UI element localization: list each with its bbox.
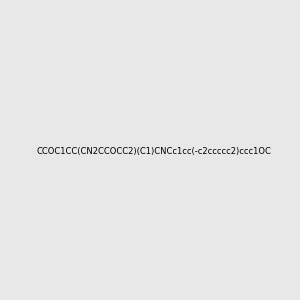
Text: CCOC1CC(CN2CCOCC2)(C1)CNCc1cc(-c2ccccc2)ccc1OC: CCOC1CC(CN2CCOCC2)(C1)CNCc1cc(-c2ccccc2)… <box>36 147 271 156</box>
